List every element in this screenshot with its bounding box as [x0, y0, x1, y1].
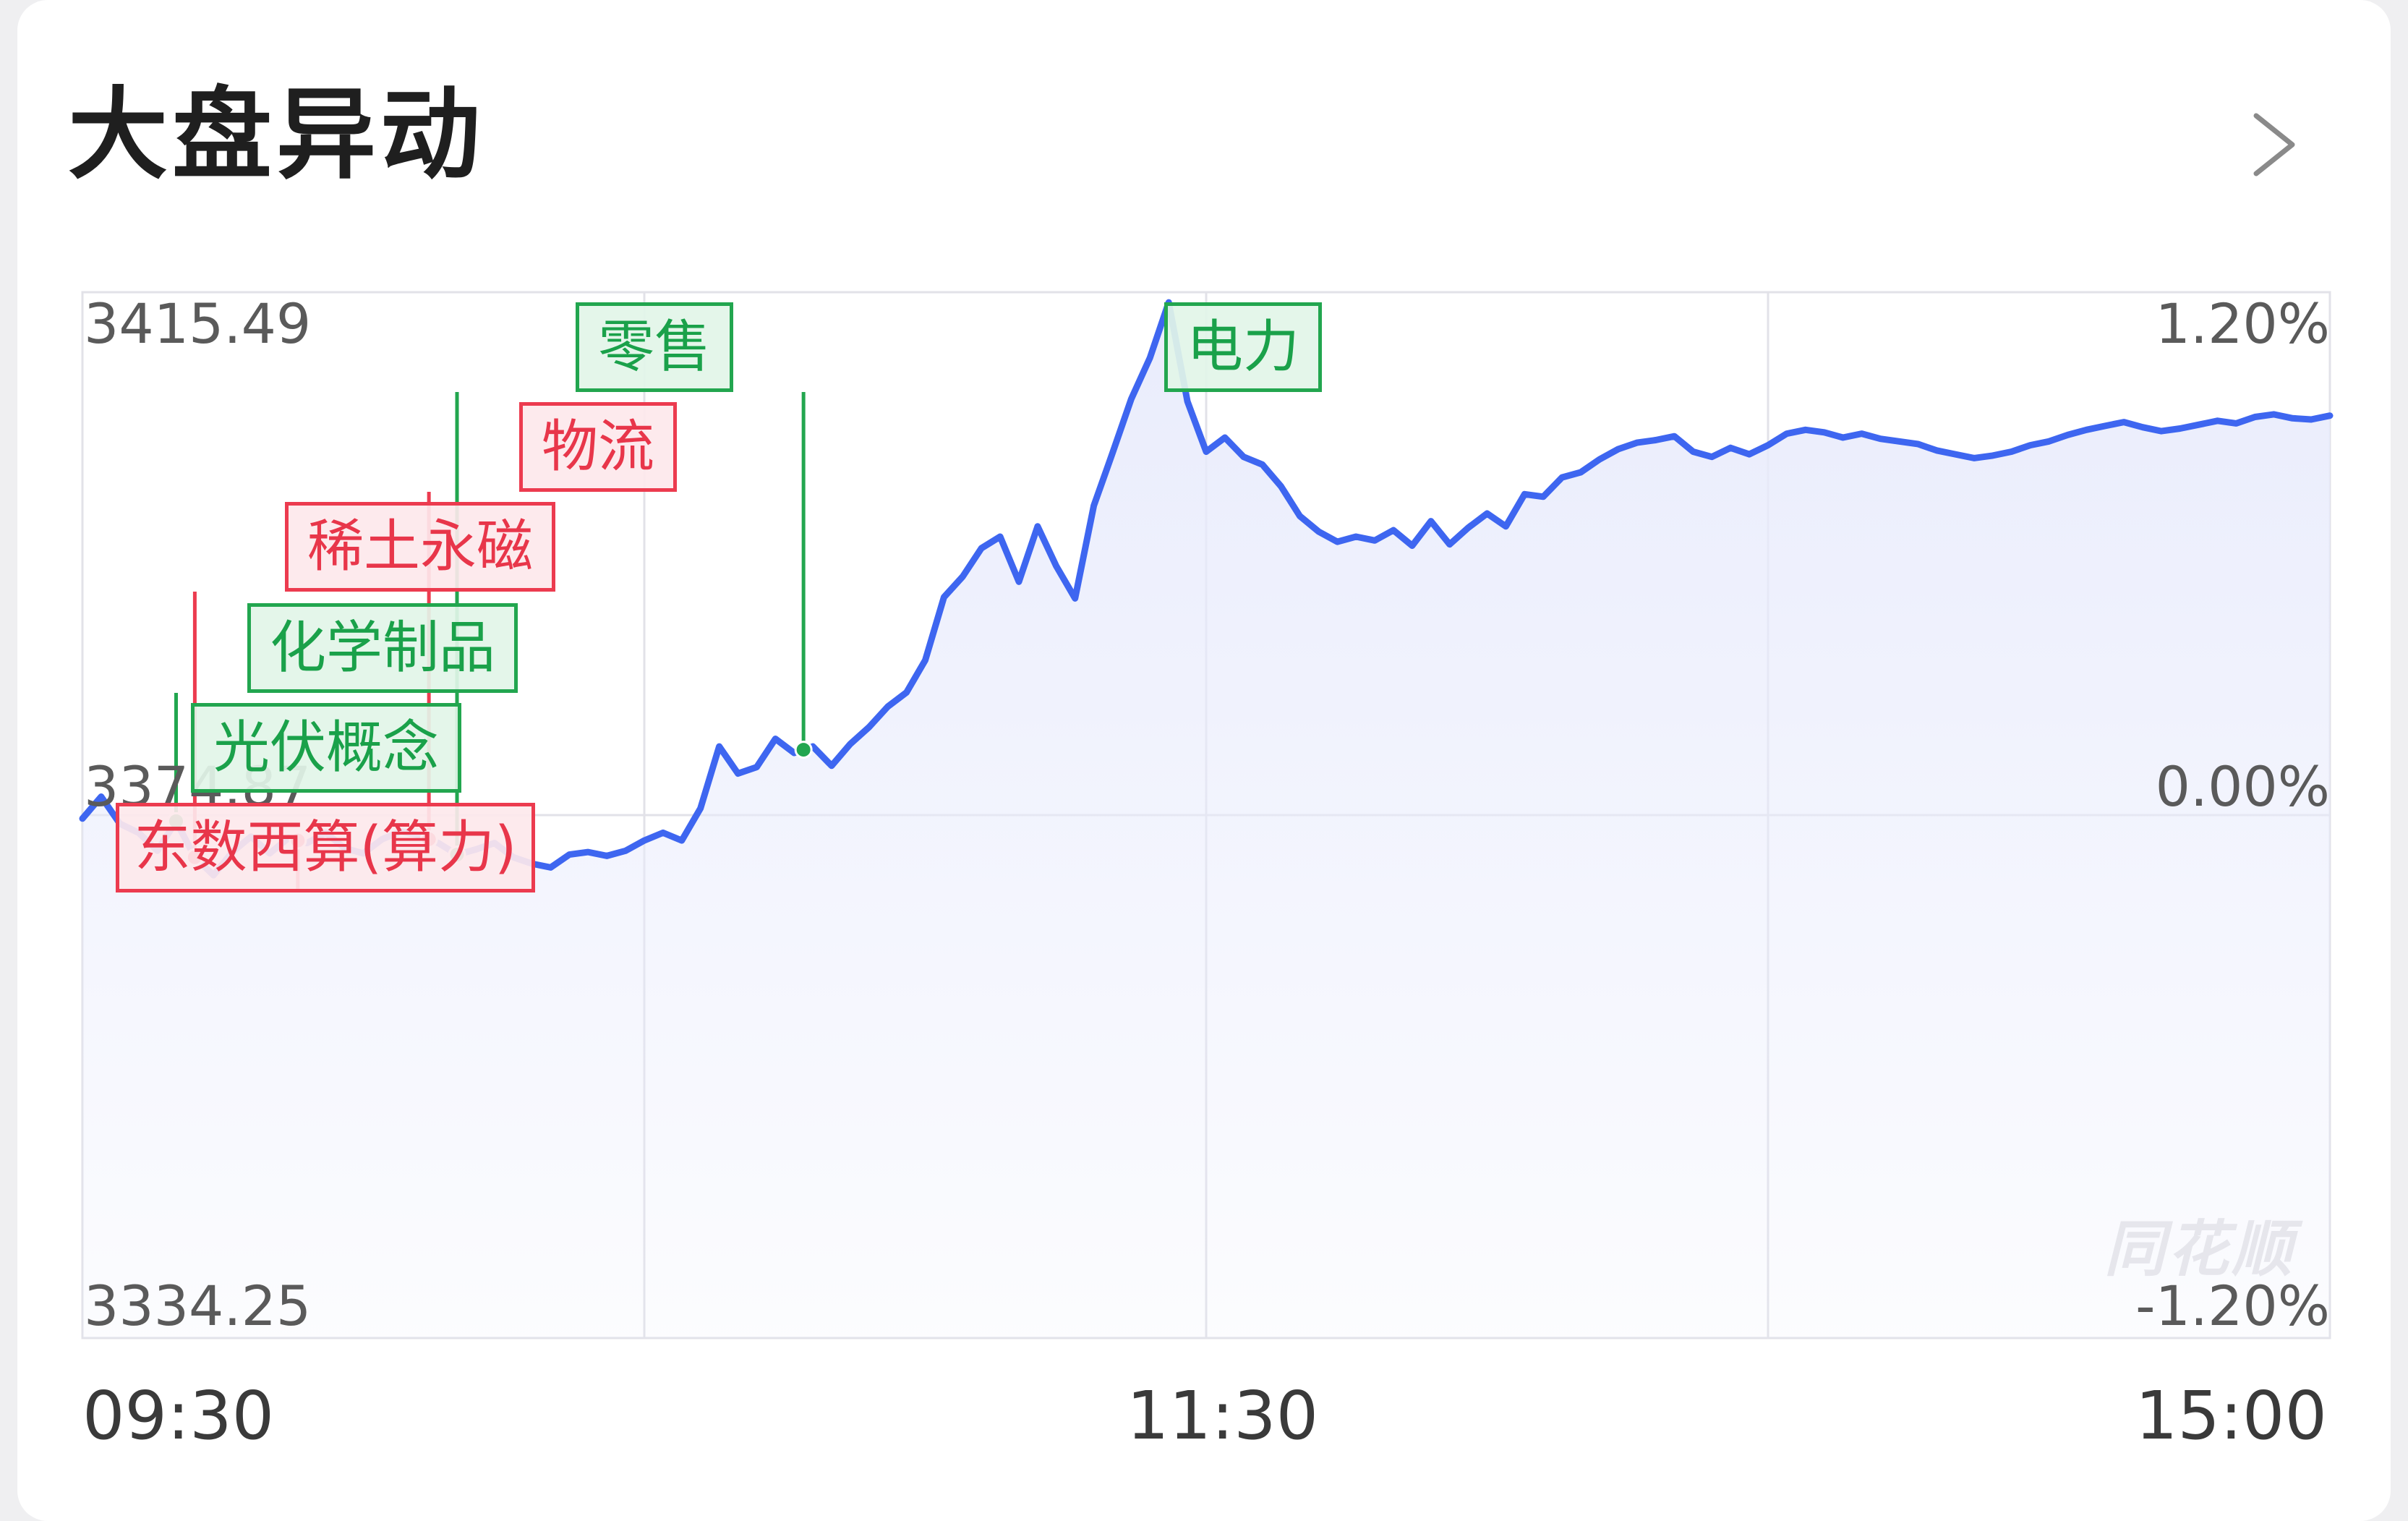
x-tick-close: 15:00 [2135, 1377, 2327, 1454]
annotation-tag-logistics[interactable]: 物流 [519, 402, 677, 492]
y-right-tick-top: 1.20% [2155, 291, 2330, 356]
annotation-tag-chemicals[interactable]: 化学制品 [247, 603, 518, 693]
y-right-tick-mid: 0.00% [2155, 754, 2330, 819]
annotation-tag-computing[interactable]: 东数西算(算力) [116, 803, 535, 892]
y-left-tick-top: 3415.49 [84, 291, 312, 356]
annotation-point-7 [794, 741, 813, 759]
watermark: 同花顺 [2104, 1214, 2296, 1284]
x-tick-open: 09:30 [82, 1377, 275, 1454]
annotation-tag-retail[interactable]: 零售 [576, 302, 733, 392]
annotation-tag-photovoltaic[interactable]: 光伏概念 [191, 703, 461, 793]
y-right-tick-bottom: -1.20% [2135, 1274, 2330, 1338]
annotation-tag-power[interactable]: 电力 [1164, 302, 1322, 392]
page-title: 大盘异动 [68, 77, 485, 193]
y-left-tick-bottom: 3334.25 [84, 1274, 312, 1338]
chevron-right-icon[interactable] [2242, 101, 2307, 188]
series-area-fill [82, 302, 2330, 1339]
x-tick-midday: 11:30 [1127, 1377, 1319, 1454]
annotation-tag-rare-earth[interactable]: 稀土永磁 [285, 502, 555, 592]
